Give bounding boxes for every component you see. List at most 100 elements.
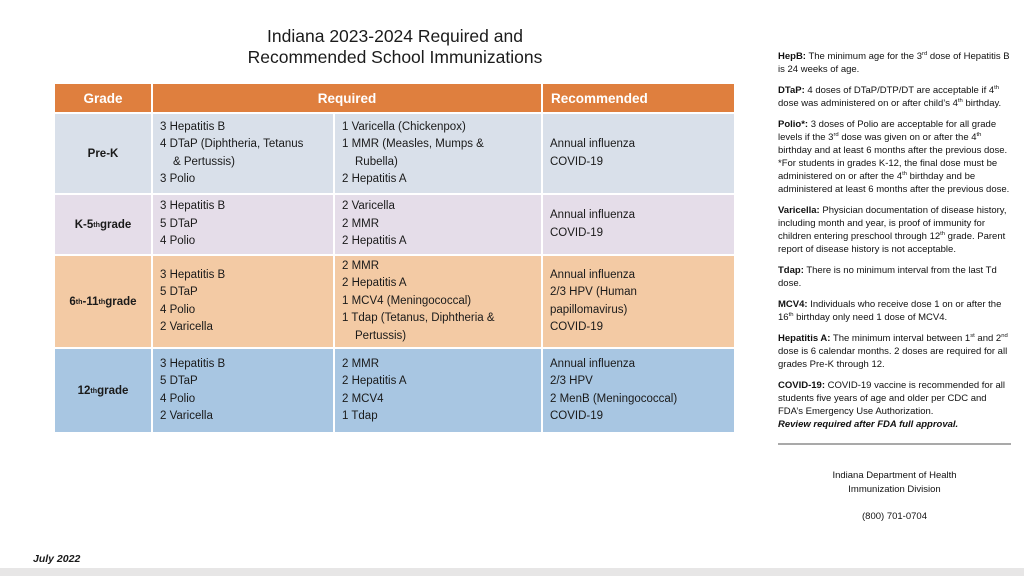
vaccine-line: 2 Varicella [160,410,213,422]
sidebar-divider [778,443,1011,445]
vaccine-line: 2 Hepatitis A [342,173,407,185]
table-header-row: Grade Required Recommended [55,84,734,112]
page-title-line1: Indiana 2023-2024 Required and [267,26,523,46]
recommended-cell: Annual influenza COVID-19 [543,195,734,254]
vaccine-line: 3 Hepatitis B [160,268,226,281]
note-text: 3 doses of Polio are acceptable for all … [778,119,1010,195]
note-mcv4: MCV4: Individuals who receive dose 1 on … [778,298,1011,324]
vaccine-line: 2 Hepatitis A [342,375,407,387]
vaccine-line: 2 MMR [342,357,380,370]
vaccine-line: 2 MMR [342,217,380,230]
vaccine-line: 1 MCV4 (Meningococcal) [342,294,472,307]
header-recommended: Recommended [543,84,734,112]
required-cell-1: 3 Hepatitis B 5 DTaP 4 Polio 2 Varicella [153,256,333,347]
vaccine-line: 3 Hepatitis B [160,357,226,370]
note-text: The minimum interval between 1st and 2nd… [778,332,1008,370]
org-block: Indiana Department of Health Immunizatio… [778,469,1011,497]
vaccine-line: 4 Polio [160,235,196,248]
required-cell-1: 3 Hepatitis B 4 DTaP (Diphtheria, Tetanus… [153,114,333,193]
required-cell-2: 2 MMR 2 Hepatitis A 2 MCV4 1 Tdap [335,349,541,432]
vaccine-line: 1 Varicella (Chickenpox) [342,120,466,133]
vaccine-line: 5 DTaP [160,286,198,298]
header-grade: Grade [55,84,151,112]
note-label: DTaP: [778,85,805,96]
vaccine-line: 1 Tdap [342,410,378,422]
table-row-k5: K-5 th grade 3 Hepatitis B 5 DTaP 4 Polio 2… [55,195,734,254]
vaccine-line: 4 Polio [160,392,196,405]
note-text: There is no minimum interval from the la… [778,265,997,289]
note-covid: COVID-19: COVID-19 vaccine is recommende… [778,379,1011,431]
note-hepb: HepB: The minimum age for the 3rd dose o… [778,50,1011,76]
page-title: Indiana 2023-2024 Required and Recommend… [55,26,735,68]
page-title-line2: Recommended School Immunizations [247,47,543,67]
vaccine-line: 4 DTaP (Diphtheria, Tetanus & Pertussis) [160,138,304,168]
vaccine-line: 4 Polio [160,303,196,316]
vaccine-line: 3 Polio [160,173,196,185]
note-label: Polio*: [778,119,809,130]
vaccine-line: 1 MMR (Measles, Mumps & Rubella) [342,138,484,168]
date-label: July 2022 [33,553,81,565]
vaccine-line: Annual influenza [550,138,636,150]
org-division: Immunization Division [848,484,941,495]
note-text: Physician documentation of disease histo… [778,205,1007,255]
phone-number: (800) 701-0704 [862,511,927,522]
required-cell-2: 2 MMR 2 Hepatitis A 1 MCV4 (Meningococcal)… [335,256,541,347]
vaccine-line: 2 MenB (Meningococcal) [550,392,678,405]
note-dtap: DTaP: 4 doses of DTaP/DTP/DT are accepta… [778,84,1011,110]
required-cell-1: 3 Hepatitis B 5 DTaP 4 Polio [153,195,333,254]
note-polio: Polio*: 3 doses of Polio are acceptable … [778,118,1011,196]
required-cell-2: 1 Varicella (Chickenpox) 1 MMR (Measles, … [335,114,541,193]
note-label: COVID-19: [778,380,825,391]
required-cell-1: 3 Hepatitis B 5 DTaP 4 Polio 2 Varicella [153,349,333,432]
vaccine-line: 2 Hepatitis A [342,235,407,248]
vaccine-line: 5 DTaP [160,217,198,230]
grade-cell: K-5 th grade [55,195,151,254]
note-varicella: Varicella: Physician documentation of di… [778,204,1011,256]
vaccine-line: 5 DTaP [160,375,198,387]
vaccine-line: 1 Tdap (Tetanus, Diphtheria & Pertussis) [342,312,495,342]
vaccine-line: Annual influenza [550,357,636,370]
recommended-cell: Annual influenza 2/3 HPV (Human papillomav… [543,256,734,347]
note-label: Hepatitis A: [778,333,831,344]
required-cell-2: 2 Varicella 2 MMR 2 Hepatitis A [335,195,541,254]
note-tdap: Tdap: There is no minimum interval from … [778,264,1011,290]
vaccine-line: 3 Hepatitis B [160,120,226,133]
note-text: Individuals who receive dose 1 on or aft… [778,299,1002,323]
note-label: Varicella: [778,205,820,216]
note-label: Tdap: [778,265,804,276]
org-name: Indiana Department of Health [832,470,957,481]
vaccine-line: 2 Varicella [342,200,395,213]
vaccine-line: 2 Hepatitis A [342,277,407,290]
vaccine-line: COVID-19 [550,321,604,333]
vaccine-line: 2 MCV4 [342,392,384,405]
vaccine-line: Annual influenza [550,209,636,221]
vaccine-line: COVID-19 [550,155,604,168]
bottom-bar [0,568,1024,576]
note-text: COVID-19 vaccine is recommended for all … [778,380,1006,417]
vaccine-line: COVID-19 [550,226,604,239]
vaccine-line: 2/3 HPV [550,375,593,387]
note-label: MCV4: [778,299,808,310]
vaccine-line: 2 MMR [342,259,380,272]
note-covid-review: Review required after FDA full approval. [778,419,959,430]
recommended-cell: Annual influenza COVID-19 [543,114,734,193]
note-label: HepB: [778,51,806,62]
note-text: 4 doses of DTaP/DTP/DT are acceptable if… [778,84,1002,109]
vaccine-line: Annual influenza [550,268,636,281]
grade-cell: Pre-K [55,114,151,193]
immunization-table: Grade Required Recommended Pre-K 3 Hepat… [55,84,734,434]
notes-panel: HepB: The minimum age for the 3rd dose o… [778,50,1011,523]
vaccine-line: COVID-19 [550,410,604,422]
note-hepa: Hepatitis A: The minimum interval betwee… [778,332,1011,371]
table-row-prek: Pre-K 3 Hepatitis B 4 DTaP (Diphtheria, T… [55,114,734,193]
header-required: Required [153,84,541,112]
note-text: The minimum age for the 3rd dose of Hepa… [778,50,1010,75]
vaccine-line: 2/3 HPV (Human papillomavirus) [550,286,637,316]
recommended-cell: Annual influenza 2/3 HPV 2 MenB (Meningoco… [543,349,734,432]
vaccine-line: 3 Hepatitis B [160,200,226,213]
